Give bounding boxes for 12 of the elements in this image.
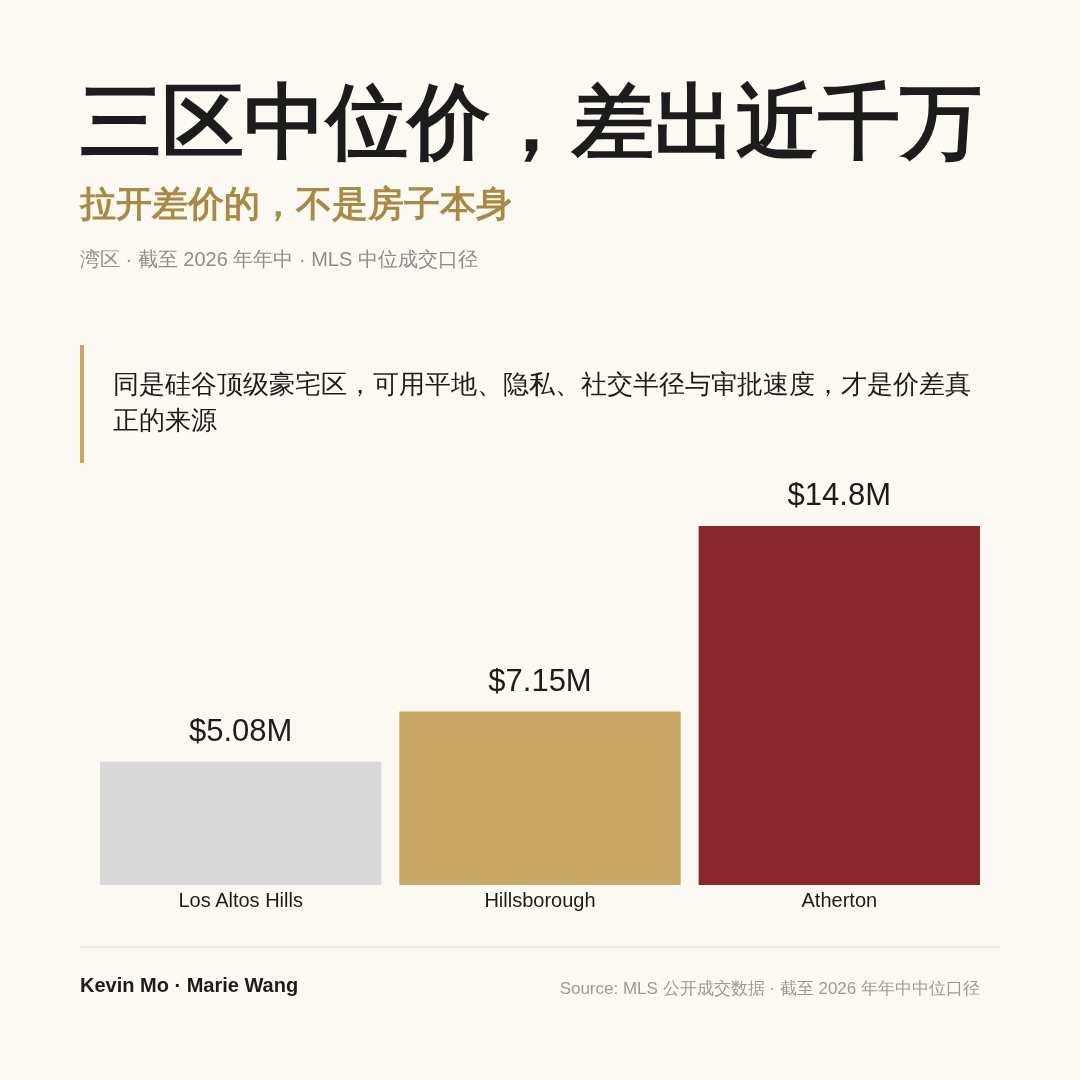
chart-title: 三区中位价，差出近千万 [80,76,982,167]
data-label: $7.15M [488,662,592,698]
source-note: Source: MLS 公开成交数据 · 截至 2026 年年中中位口径 [559,979,980,998]
data-label: $14.8M [787,477,892,512]
data-label: $5.08M [188,712,293,748]
text: 同是硅谷顶级豪宅区，可用平地、隐私、社交半径与审批速度，才是价差真正的来源 [113,369,971,435]
chart-subtitle: 拉开差价的，不是房子本身 [78,183,512,224]
text: 湾区 · 截至 2026 年年中 · MLS 中位成交口径 [80,248,478,270]
x-tick-label: Los Altos Hills [178,888,303,911]
x-tick-label: Atherton [801,888,878,911]
x-tick-label: Hillsborough [484,888,596,911]
text: Kevin Mo · Marie Wang [80,974,299,996]
